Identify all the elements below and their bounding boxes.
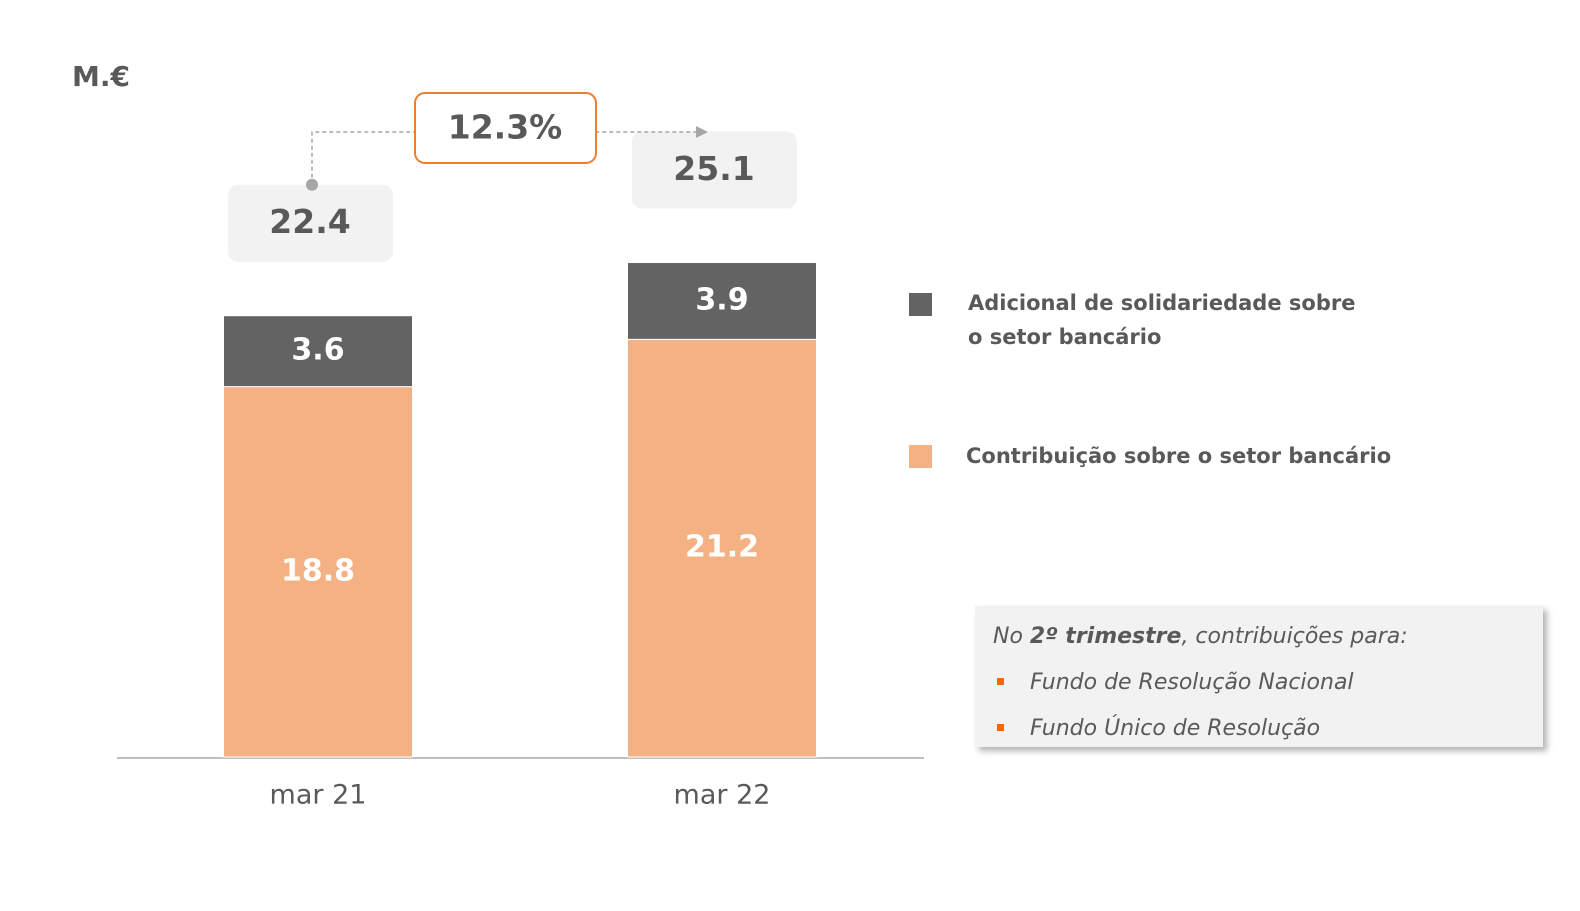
arrow-dot [306,178,318,191]
legend-entry: Adicional de solidariedade sobre o setor… [968,291,1356,349]
arrow-head [696,126,708,138]
legend-swatch [909,445,932,468]
bullet [997,677,1004,685]
total-box [632,131,797,209]
total-box [228,184,393,262]
x-tick-label: mar 22 [674,780,771,811]
note-text: 2º trimestre [1029,624,1182,649]
total-label: 22.4 [269,202,350,241]
data-label: 3.6 [291,333,344,368]
growth-box [414,92,597,164]
note-text: , contribuições para: [1181,624,1408,649]
data-label: 3.9 [695,282,748,317]
total-label: 25.1 [673,149,754,188]
bullet [997,723,1004,731]
legend-swatch [909,293,932,316]
bar-segment [223,386,413,758]
note-text: Fundo Único de Resolução [1030,716,1321,741]
bar-segment [223,315,413,388]
x-tick-label: mar 21 [270,780,367,811]
legend-entry: Contribuição sobre o setor bancário [966,444,1392,468]
growth-label: 12.3% [448,108,563,147]
note-box: No 2º trimestre, contribuições para: Fun… [975,606,1543,747]
bar-segment [627,262,817,340]
data-label: 18.8 [281,553,355,588]
unit-label: M.€ [72,60,130,93]
bar-segment [627,338,817,758]
note-item: Fundo Único de Resolução [993,706,1525,752]
data-label: 21.2 [685,530,759,565]
note-item: Fundo de Resolução Nacional [993,660,1525,706]
note-text: Fundo de Resolução Nacional [1030,670,1354,695]
note-text: No [993,624,1030,649]
note-intro: No 2º trimestre, contribuições para: [993,614,1525,660]
